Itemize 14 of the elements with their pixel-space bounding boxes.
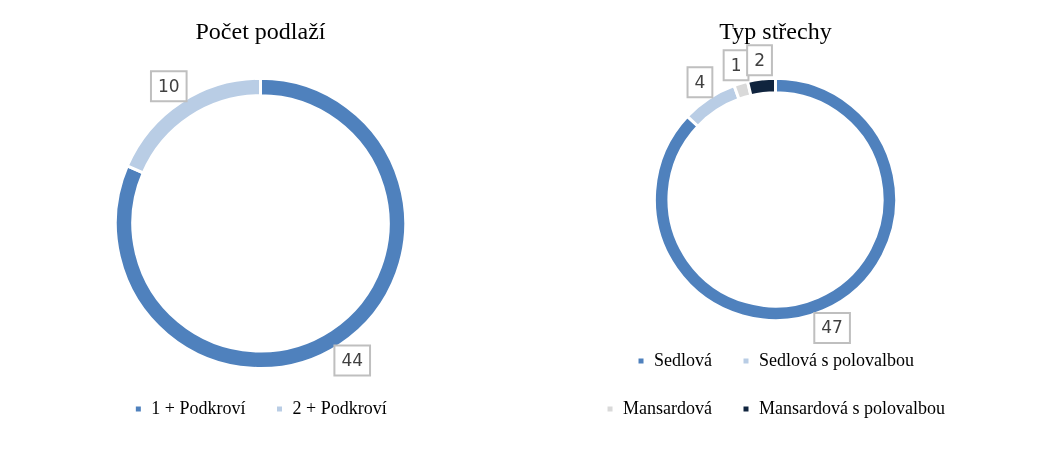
chart-title: Počet podlaží: [195, 17, 326, 44]
legend-label: 2 + Podkroví: [292, 397, 387, 418]
legend-label: 1 + Podkroví: [151, 397, 246, 418]
legend-label: Sedlová s polovalbou: [759, 349, 914, 370]
data-label: 44: [341, 349, 364, 370]
legend-label: Mansardová s polovalbou: [759, 397, 945, 418]
data-label: 10: [157, 75, 180, 96]
data-label: 47: [821, 317, 843, 338]
data-label: 2: [754, 49, 765, 70]
data-label: 4: [694, 71, 706, 92]
chart-title: Typ střechy: [719, 17, 832, 44]
data-label: 1: [730, 54, 742, 75]
legend-label: Mansardová: [623, 397, 713, 418]
legend-label: Sedlová: [654, 349, 713, 370]
